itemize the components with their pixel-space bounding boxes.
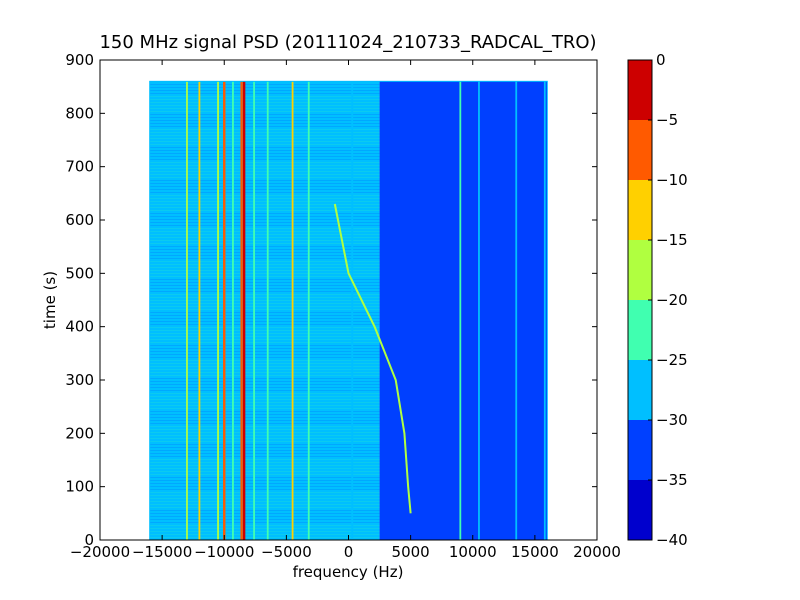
x-tick-label: 20000: [573, 543, 621, 561]
colorbar-swatch-5: [628, 180, 652, 240]
colorbar: −40 −35 −30 −25 −20 −15 −10 −5 0: [627, 51, 688, 549]
y-tick-label: 0: [84, 531, 94, 549]
colorbar-swatch-4: [628, 240, 652, 300]
colorbar-tick-label: −40: [656, 531, 688, 549]
colorbar-swatch-2: [628, 360, 652, 420]
colorbar-swatch-6: [628, 120, 652, 180]
colorbar-tick-label: 0: [656, 51, 666, 69]
colorbar-tick-label: −25: [656, 351, 688, 369]
x-tick-label: −20000: [70, 543, 130, 561]
y-tick-label: 200: [65, 424, 94, 442]
colorbar-tick-label: −5: [656, 111, 678, 129]
background-band-1: [379, 81, 548, 540]
drifting-signal-line: [333, 203, 412, 514]
colorbar-tick-label: −15: [656, 231, 688, 249]
x-tick-label: 10000: [449, 543, 497, 561]
y-tick-label: 100: [65, 478, 94, 496]
y-tick-label: 300: [65, 371, 94, 389]
colorbar-swatch-0: [628, 480, 652, 540]
y-tick-label: 600: [65, 211, 94, 229]
x-axis-label: frequency (Hz): [293, 563, 404, 581]
colorbar-tick-label: −30: [656, 411, 688, 429]
x-tick-label: 5000: [392, 543, 430, 561]
x-tick-label: −15000: [132, 543, 192, 561]
heatmap-layer: [149, 80, 548, 540]
colorbar-tick-label: −10: [656, 171, 688, 189]
x-tick-label: −5000: [261, 543, 312, 561]
y-axis: 0 100 200 300 400 500 600 700 800 900: [65, 51, 597, 549]
chart-title: 150 MHz signal PSD (20111024_210733_RADC…: [99, 32, 596, 53]
colorbar-tick-label: −20: [656, 291, 688, 309]
y-tick-label: 700: [65, 158, 94, 176]
x-tick-label: −10000: [194, 543, 254, 561]
colorbar-swatch-7: [628, 60, 652, 120]
x-axis: −20000 −15000 −10000 −5000 0 5000 10000 15000 20…: [70, 60, 621, 561]
noise-texture: [149, 80, 380, 538]
y-axis-label: time (s): [41, 271, 59, 329]
y-tick-label: 400: [65, 318, 94, 336]
colorbar-swatch-3: [628, 300, 652, 360]
y-tick-label: 900: [65, 51, 94, 69]
colorbar-tick-label: −35: [656, 471, 688, 489]
y-tick-label: 800: [65, 104, 94, 122]
x-tick-label: 0: [344, 543, 354, 561]
x-tick-label: 15000: [511, 543, 559, 561]
background-band-0: [149, 81, 380, 540]
y-tick-label: 500: [65, 264, 94, 282]
colorbar-swatch-1: [628, 420, 652, 480]
